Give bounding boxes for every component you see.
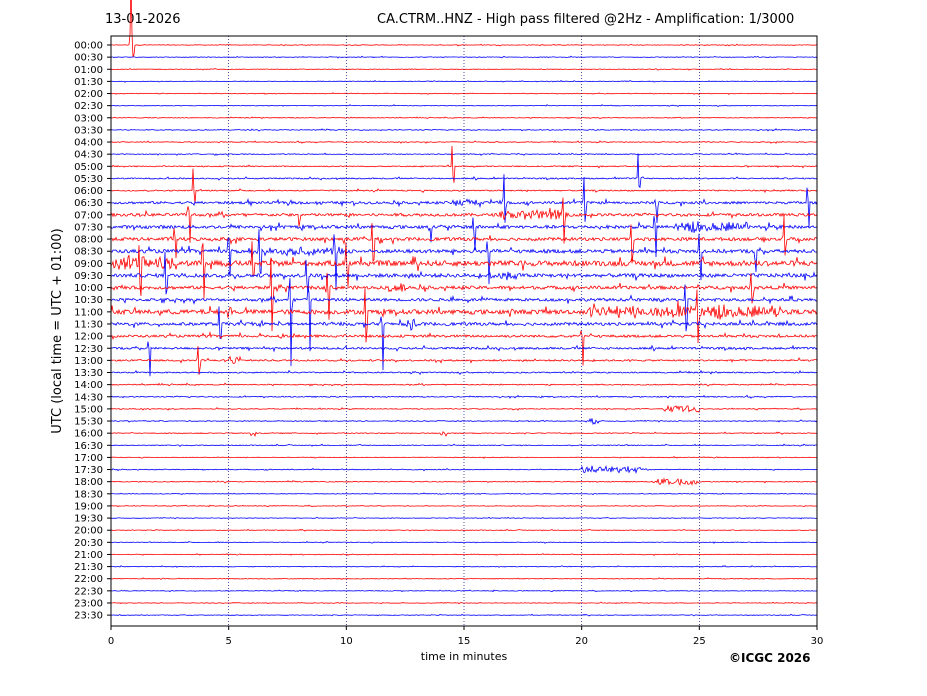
x-tick-label: 0 bbox=[108, 636, 114, 647]
trace-row-1930 bbox=[110, 516, 818, 520]
y-tick-label: 00:30 bbox=[74, 53, 103, 64]
x-tick-label: 10 bbox=[340, 636, 353, 647]
y-tick-label: 09:00 bbox=[74, 259, 103, 270]
y-tick-label: 07:00 bbox=[74, 210, 103, 221]
trace-row-2130 bbox=[110, 565, 818, 568]
y-tick-label: 16:00 bbox=[74, 429, 103, 440]
y-tick-label: 03:00 bbox=[74, 113, 103, 124]
y-tick-label: 04:30 bbox=[74, 150, 103, 161]
trace-row-1230 bbox=[110, 341, 818, 377]
y-tick-label: 23:00 bbox=[74, 598, 103, 609]
y-tick-label: 18:30 bbox=[74, 489, 103, 500]
trace-row-0800 bbox=[110, 216, 818, 264]
y-tick-label: 22:00 bbox=[74, 574, 103, 585]
y-tick-label: 23:30 bbox=[74, 611, 103, 622]
trace-row-2100 bbox=[110, 553, 818, 556]
y-tick-label: 08:00 bbox=[74, 235, 103, 246]
y-axis-label: UTC (local time = UTC + 01:00) bbox=[50, 228, 65, 433]
trace-row-0530 bbox=[111, 153, 818, 189]
y-tick-label: 06:00 bbox=[74, 186, 103, 197]
trace-row-2200 bbox=[111, 577, 818, 581]
trace-row-1630 bbox=[110, 443, 818, 447]
trace-row-1000 bbox=[110, 257, 818, 332]
y-tick-label: 19:00 bbox=[74, 501, 103, 512]
trace-row-1700 bbox=[110, 456, 818, 459]
y-tick-label: 15:30 bbox=[74, 417, 103, 428]
y-tick-label: 13:00 bbox=[74, 356, 103, 367]
y-tick-label: 10:00 bbox=[74, 283, 103, 294]
chart-title: CA.CTRM..HNZ - High pass filtered @2Hz -… bbox=[377, 12, 795, 27]
y-tick-label: 16:30 bbox=[74, 441, 103, 452]
y-tick-label: 02:00 bbox=[74, 89, 103, 100]
x-axis-label: time in minutes bbox=[421, 650, 508, 663]
credit-label: ©ICGC 2026 bbox=[729, 651, 811, 665]
y-tick-label: 11:30 bbox=[74, 319, 103, 330]
y-tick-label: 01:30 bbox=[74, 77, 103, 88]
x-tick-labels: 0 5 10 15 20 25 30 bbox=[108, 626, 824, 647]
trace-layer bbox=[110, 0, 818, 617]
y-tick-label: 21:30 bbox=[74, 562, 103, 573]
y-tick-label: 15:00 bbox=[74, 404, 103, 415]
y-tick-label: 11:00 bbox=[74, 307, 103, 318]
y-tick-label: 21:00 bbox=[74, 550, 103, 561]
y-tick-label: 17:30 bbox=[74, 465, 103, 476]
trace-row-1830 bbox=[111, 492, 818, 496]
y-tick-label: 08:30 bbox=[74, 247, 103, 258]
y-tick-label: 05:00 bbox=[74, 162, 103, 173]
y-tick-label: 12:30 bbox=[74, 344, 103, 355]
trace-row-0900 bbox=[110, 241, 818, 299]
trace-row-1800 bbox=[110, 477, 818, 487]
x-tick-label: 5 bbox=[225, 636, 231, 647]
x-tick-label: 30 bbox=[811, 636, 824, 647]
y-tick-label: 09:30 bbox=[74, 271, 103, 282]
trace-row-1100 bbox=[110, 287, 818, 344]
y-tick-label: 17:00 bbox=[74, 453, 103, 464]
y-tick-label: 07:30 bbox=[74, 222, 103, 233]
y-tick-label: 06:30 bbox=[74, 198, 103, 209]
x-tick-label: 15 bbox=[458, 636, 471, 647]
y-tick-label: 04:00 bbox=[74, 138, 103, 149]
y-tick-label: 02:30 bbox=[74, 101, 103, 112]
y-tick-label: 14:00 bbox=[74, 380, 103, 391]
trace-row-2030 bbox=[110, 540, 818, 544]
trace-row-0700 bbox=[110, 197, 818, 244]
y-tick-label: 22:30 bbox=[74, 586, 103, 597]
trace-row-1730 bbox=[111, 465, 818, 475]
trace-row-2000 bbox=[110, 528, 818, 532]
y-tick-label: 03:30 bbox=[74, 125, 103, 136]
y-tick-label: 13:30 bbox=[74, 368, 103, 379]
trace-row-1900 bbox=[111, 504, 818, 508]
date-label: 13-01-2026 bbox=[105, 12, 181, 27]
y-tick-label: 10:30 bbox=[74, 295, 103, 306]
y-tick-label: 01:00 bbox=[74, 65, 103, 76]
y-tick-label: 12:00 bbox=[74, 332, 103, 343]
y-tick-label: 20:00 bbox=[74, 526, 103, 537]
trace-row-0430 bbox=[110, 152, 817, 156]
grid-lines bbox=[228, 36, 700, 626]
y-tick-labels: 00:0000:3001:0001:3002:0002:3003:0003:30… bbox=[74, 41, 111, 622]
y-tick-label: 20:30 bbox=[74, 538, 103, 549]
x-tick-label: 20 bbox=[575, 636, 588, 647]
y-tick-label: 00:00 bbox=[74, 41, 103, 52]
y-tick-label: 14:30 bbox=[74, 392, 103, 403]
y-tick-label: 18:00 bbox=[74, 477, 103, 488]
x-tick-label: 25 bbox=[693, 636, 706, 647]
y-tick-label: 19:30 bbox=[74, 514, 103, 525]
y-tick-label: 05:30 bbox=[74, 174, 103, 185]
